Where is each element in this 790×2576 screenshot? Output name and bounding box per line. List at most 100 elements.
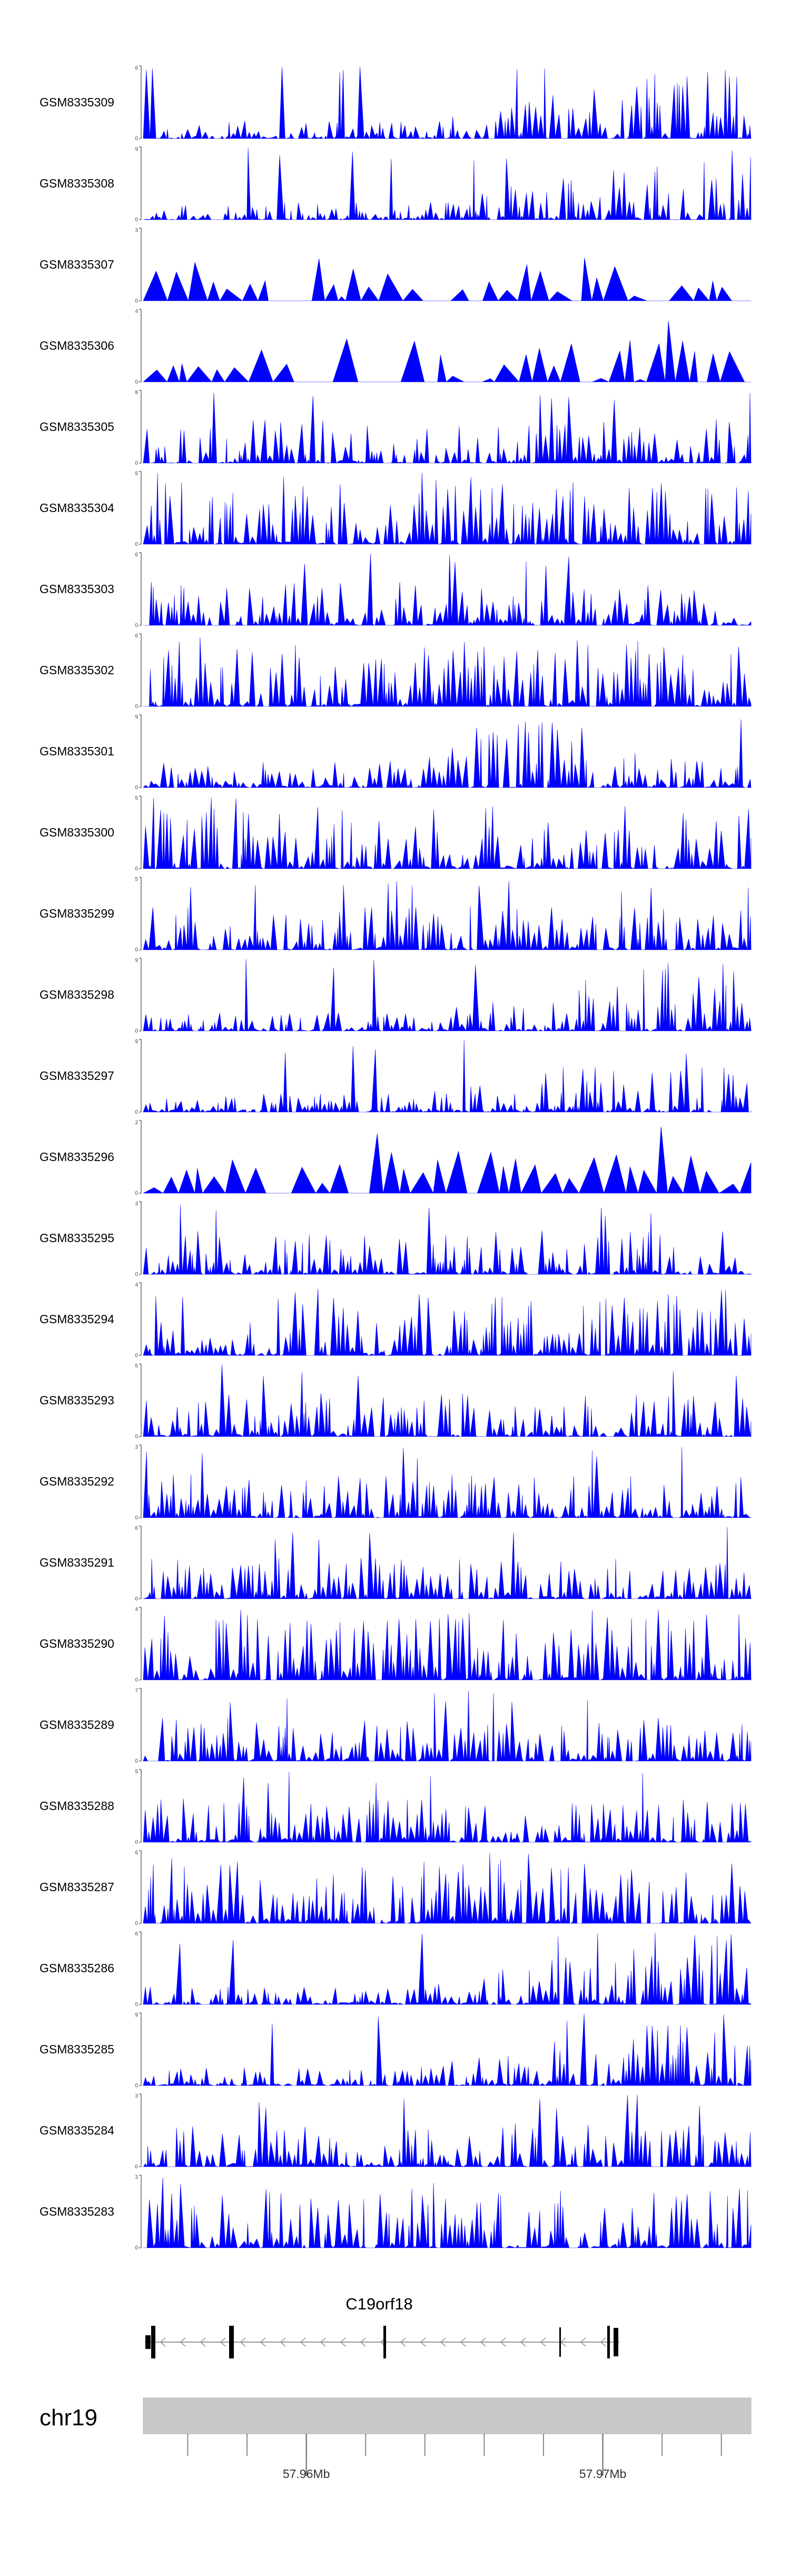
track-y-min-label: 0 (135, 1677, 138, 1683)
coverage-area (143, 473, 752, 545)
coverage-area (143, 258, 752, 301)
strand-arrow-icon (480, 2337, 486, 2347)
track-GSM8335290: GSM8335290 4 0 (39, 1607, 752, 1683)
gene-exon (145, 2335, 151, 2349)
track-GSM8335305: GSM8335305 8 0 (39, 390, 752, 466)
strand-arrow-icon (360, 2337, 366, 2347)
track-y-max-label: 3 (135, 228, 138, 233)
gene-annotation-track: C19orf18 (145, 2295, 619, 2358)
track-y-max-label: 9 (135, 714, 138, 720)
gene-model (145, 2326, 619, 2358)
track-y-min-label: 0 (135, 947, 138, 953)
gene-exon (229, 2326, 234, 2358)
chromosome-axis: chr19 57.96Mb 57.97Mb (39, 2397, 752, 2481)
track-label: GSM8335306 (39, 339, 114, 352)
coverage-area (143, 2013, 752, 2086)
strand-arrow-icon (580, 2337, 586, 2347)
strand-arrow-icon (200, 2337, 206, 2347)
track-y-min-label: 0 (135, 785, 138, 791)
coverage-area (143, 392, 752, 464)
track-GSM8335292: GSM8335292 3 0 (39, 1444, 752, 1521)
track-y-max-label: 3 (135, 2175, 138, 2180)
track-GSM8335301: GSM8335301 9 0 (39, 714, 752, 791)
track-label: GSM8335299 (39, 907, 114, 920)
strand-arrow-icon (300, 2337, 306, 2347)
coverage-area (143, 719, 752, 788)
coverage-area (143, 66, 752, 139)
track-GSM8335286: GSM8335286 6 0 (39, 1931, 752, 2008)
coverage-area (143, 1205, 752, 1275)
track-GSM8335291: GSM8335291 6 0 (39, 1526, 752, 1602)
track-label: GSM8335285 (39, 2042, 114, 2056)
gene-exon (151, 2326, 155, 2358)
track-y-min-label: 0 (135, 1109, 138, 1115)
chromosome-tick-label: 57.97Mb (579, 2467, 627, 2481)
track-GSM8335300: GSM8335300 5 0 (39, 795, 752, 872)
coverage-area (143, 1853, 752, 1924)
track-y-max-label: 3 (135, 2093, 138, 2099)
coverage-area (143, 1447, 752, 1518)
track-GSM8335298: GSM8335298 9 0 (39, 958, 752, 1034)
coverage-area (143, 554, 752, 626)
coverage-area (143, 1932, 752, 2005)
track-label: GSM8335302 (39, 663, 114, 677)
track-GSM8335284: GSM8335284 3 0 (39, 2093, 752, 2170)
track-GSM8335308: GSM8335308 9 0 (39, 146, 752, 223)
strand-arrow-icon (260, 2337, 266, 2347)
chromosome-tick-label: 57.96Mb (283, 2467, 330, 2481)
track-label: GSM8335294 (39, 1312, 114, 1326)
track-label: GSM8335296 (39, 1150, 114, 1164)
gene-exon (607, 2326, 610, 2358)
coverage-area (143, 2095, 752, 2167)
strand-arrow-icon (420, 2337, 426, 2347)
track-GSM8335294: GSM8335294 4 0 (39, 1282, 752, 1359)
chromosome-ticks: 57.96Mb 57.97Mb (187, 2434, 722, 2481)
coverage-area (143, 881, 752, 950)
track-y-max-label: 7 (135, 1688, 138, 1694)
track-label: GSM8335298 (39, 988, 114, 1001)
gene-label: C19orf18 (345, 2295, 413, 2313)
track-label: GSM8335297 (39, 1069, 114, 1083)
strand-arrow-icon (240, 2337, 246, 2347)
strand-arrow-icon (600, 2337, 606, 2347)
track-GSM8335297: GSM8335297 9 0 (39, 1039, 752, 1115)
track-y-max-label: 6 (135, 1931, 138, 1937)
track-y-min-label: 0 (135, 623, 138, 628)
track-GSM8335309: GSM8335309 6 0 (39, 65, 752, 142)
coverage-area (143, 320, 752, 382)
strand-arrow-icon (320, 2337, 326, 2347)
strand-arrow-icon (440, 2337, 446, 2347)
track-GSM8335302: GSM8335302 6 0 (39, 633, 752, 710)
track-y-max-label: 6 (135, 633, 138, 639)
track-y-min-label: 0 (135, 704, 138, 710)
track-y-max-label: 6 (135, 1850, 138, 1856)
track-GSM8335296: GSM8335296 2 0 (39, 1120, 752, 1196)
coverage-area (143, 1690, 752, 1762)
coverage-area (143, 1609, 752, 1680)
track-y-min-label: 0 (135, 136, 138, 142)
track-y-min-label: 0 (135, 866, 138, 872)
track-y-max-label: 5 (135, 795, 138, 801)
track-GSM8335287: GSM8335287 6 0 (39, 1850, 752, 1926)
coverage-area (143, 1527, 752, 1599)
track-label: GSM8335303 (39, 582, 114, 596)
track-GSM8335306: GSM8335306 4 0 (39, 309, 752, 385)
track-GSM8335304: GSM8335304 5 0 (39, 471, 752, 547)
track-y-min-label: 0 (135, 1028, 138, 1034)
track-GSM8335288: GSM8335288 5 0 (39, 1769, 752, 1845)
track-y-min-label: 0 (135, 1596, 138, 1602)
strand-arrow-icon (540, 2337, 546, 2347)
track-GSM8335299: GSM8335299 5 0 (39, 877, 752, 953)
track-GSM8335303: GSM8335303 6 0 (39, 552, 752, 628)
track-label: GSM8335307 (39, 258, 114, 271)
strand-arrow-icon (160, 2337, 166, 2347)
strand-arrow-icon (500, 2337, 506, 2347)
strand-arrow-icon (520, 2337, 526, 2347)
track-GSM8335289: GSM8335289 7 0 (39, 1688, 752, 1764)
track-y-min-label: 0 (135, 1840, 138, 1845)
coverage-area (143, 2177, 752, 2248)
track-y-min-label: 0 (135, 1191, 138, 1196)
track-label: GSM8335284 (39, 2123, 114, 2137)
track-y-min-label: 0 (135, 1758, 138, 1764)
